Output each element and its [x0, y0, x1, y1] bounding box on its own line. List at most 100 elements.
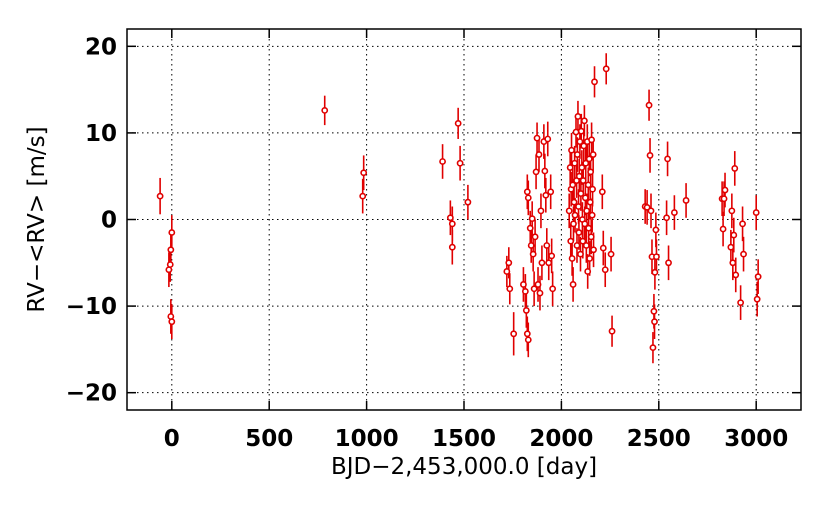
x-tick-label: 2000 — [529, 426, 593, 452]
data-point — [528, 215, 536, 223]
axis-ticks — [127, 29, 801, 410]
data-point — [532, 168, 540, 176]
data-point — [360, 169, 368, 177]
x-tick-label: 1000 — [335, 426, 399, 452]
data-point — [359, 192, 367, 200]
data-point — [574, 113, 582, 120]
data-point — [533, 134, 541, 142]
data-point — [590, 246, 597, 254]
data-point — [587, 168, 595, 176]
data-point — [663, 214, 670, 222]
data-point — [731, 165, 739, 172]
data-point — [579, 237, 587, 245]
data-point — [168, 318, 176, 326]
data-point — [581, 220, 589, 228]
data-point — [569, 281, 577, 288]
y-tick-label: 0 — [101, 208, 117, 234]
data-point — [651, 318, 658, 326]
x-tick-label: 0 — [164, 426, 180, 452]
x-tick-label: 2500 — [627, 426, 691, 452]
data-point — [167, 313, 175, 320]
data-point — [587, 233, 595, 241]
data-point — [537, 207, 545, 215]
data-point — [572, 128, 580, 136]
data-point — [586, 198, 594, 206]
data-point — [729, 259, 737, 267]
data-point — [446, 214, 454, 222]
data-point — [754, 273, 762, 281]
data-point — [583, 207, 591, 215]
data-point — [166, 261, 174, 268]
data-point — [566, 164, 574, 171]
data-point — [573, 151, 581, 158]
data-points — [156, 65, 762, 352]
data-point — [568, 146, 575, 154]
data-point — [536, 289, 544, 297]
data-point — [645, 101, 653, 109]
data-point — [541, 167, 549, 175]
data-point — [167, 246, 175, 254]
data-point — [548, 252, 556, 260]
data-point — [544, 135, 552, 143]
data-point — [721, 186, 729, 194]
y-tick-label: 10 — [85, 121, 117, 147]
data-point — [598, 188, 606, 196]
data-point — [448, 243, 456, 251]
data-point — [581, 194, 589, 202]
data-point — [567, 237, 575, 245]
data-point — [651, 268, 659, 276]
data-point — [534, 281, 542, 288]
data-point — [577, 127, 585, 135]
data-point — [529, 250, 537, 258]
data-point — [547, 188, 555, 196]
data-point — [664, 155, 671, 163]
data-point — [571, 159, 579, 167]
data-point — [585, 155, 593, 163]
y-tick-label: −20 — [66, 381, 117, 407]
data-point — [535, 151, 543, 158]
data-point — [589, 185, 596, 193]
data-point — [646, 152, 654, 159]
data-point — [545, 259, 553, 267]
data-point — [578, 164, 586, 171]
data-point — [652, 226, 660, 234]
data-point — [543, 242, 551, 249]
data-point — [649, 344, 657, 352]
data-point — [439, 158, 446, 165]
data-point — [456, 159, 464, 167]
data-point — [670, 209, 678, 216]
data-point — [576, 138, 584, 145]
data-point — [607, 250, 615, 258]
data-point — [575, 203, 582, 210]
data-point — [739, 220, 746, 228]
data-point — [522, 307, 530, 314]
data-point — [719, 225, 727, 233]
data-point — [665, 259, 672, 267]
data-point — [737, 299, 745, 307]
data-point — [523, 330, 531, 338]
data-point — [165, 266, 173, 274]
data-point — [569, 181, 577, 189]
data-point — [568, 255, 576, 262]
data-point — [580, 117, 588, 125]
data-point — [156, 192, 164, 200]
y-tick-labels: −20 −10 0 10 20 — [66, 34, 117, 406]
data-point — [575, 229, 583, 236]
x-tick-label: 3000 — [724, 426, 788, 452]
data-point — [549, 285, 557, 293]
data-point — [506, 285, 514, 293]
x-tick-labels: 0 500 1000 1500 2000 2500 3000 — [164, 426, 788, 452]
data-point — [647, 207, 655, 215]
data-point — [682, 197, 690, 204]
data-point — [753, 295, 761, 303]
y-tick-label: −10 — [66, 294, 117, 320]
x-tick-label: 500 — [245, 426, 293, 452]
data-point — [727, 243, 735, 251]
data-point — [542, 191, 550, 199]
data-point — [521, 287, 529, 295]
data-point — [575, 172, 583, 180]
data-point — [720, 195, 728, 203]
data-point — [510, 330, 518, 338]
data-point — [464, 198, 472, 206]
data-point — [580, 142, 588, 150]
